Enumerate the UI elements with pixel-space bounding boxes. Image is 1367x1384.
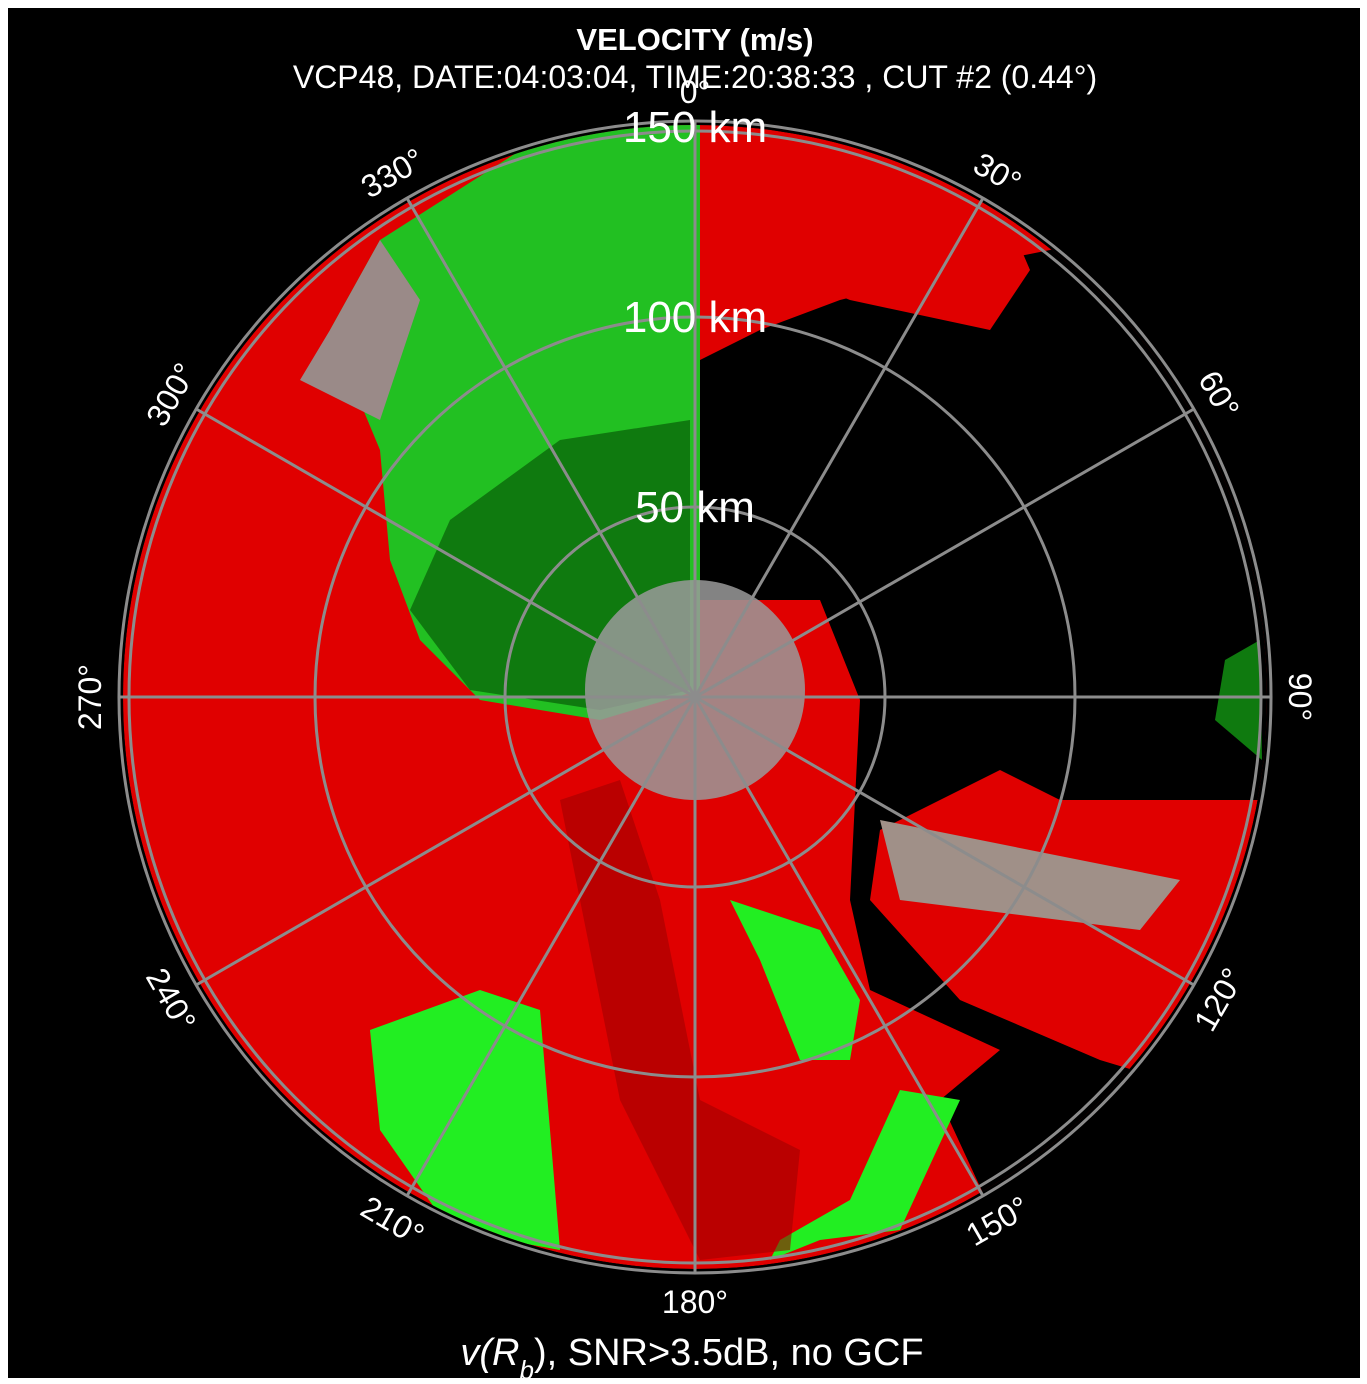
mixed-region — [300, 240, 420, 420]
azimuth-label: 90° — [1282, 673, 1318, 721]
approaching-region — [730, 900, 860, 1060]
footer: v(Rb), SNR>3.5dB, no GCF — [460, 1332, 923, 1384]
footer-subscript: b — [519, 1355, 533, 1384]
range-label: 100 km — [623, 293, 767, 342]
azimuth-label: 180° — [662, 1284, 728, 1320]
approaching-region — [770, 1090, 960, 1260]
azimuth-lines — [120, 122, 1270, 1272]
no-echo-region — [700, 200, 1267, 1269]
range-label: 50 km — [635, 483, 755, 532]
title: VELOCITY (m/s) — [576, 22, 813, 57]
footer-prefix: v( — [460, 1332, 495, 1374]
range-labels: 50 km 100 km 150 km — [623, 103, 767, 532]
range-label: 150 km — [623, 103, 767, 152]
footer-symbol: R — [492, 1332, 519, 1374]
azimuth-label: 0° — [680, 74, 711, 110]
footer-suffix: ), SNR>3.5dB, no GCF — [534, 1332, 924, 1374]
azimuth-line — [406, 198, 984, 1196]
receding-patch — [780, 150, 1030, 330]
approaching-region — [370, 990, 560, 1250]
subtitle: VCP48, DATE:04:03:04, TIME:20:38:33 , CU… — [293, 59, 1097, 95]
approaching-patch — [1215, 640, 1262, 760]
receding-core — [560, 780, 800, 1260]
azimuth-label: 270° — [72, 664, 108, 730]
